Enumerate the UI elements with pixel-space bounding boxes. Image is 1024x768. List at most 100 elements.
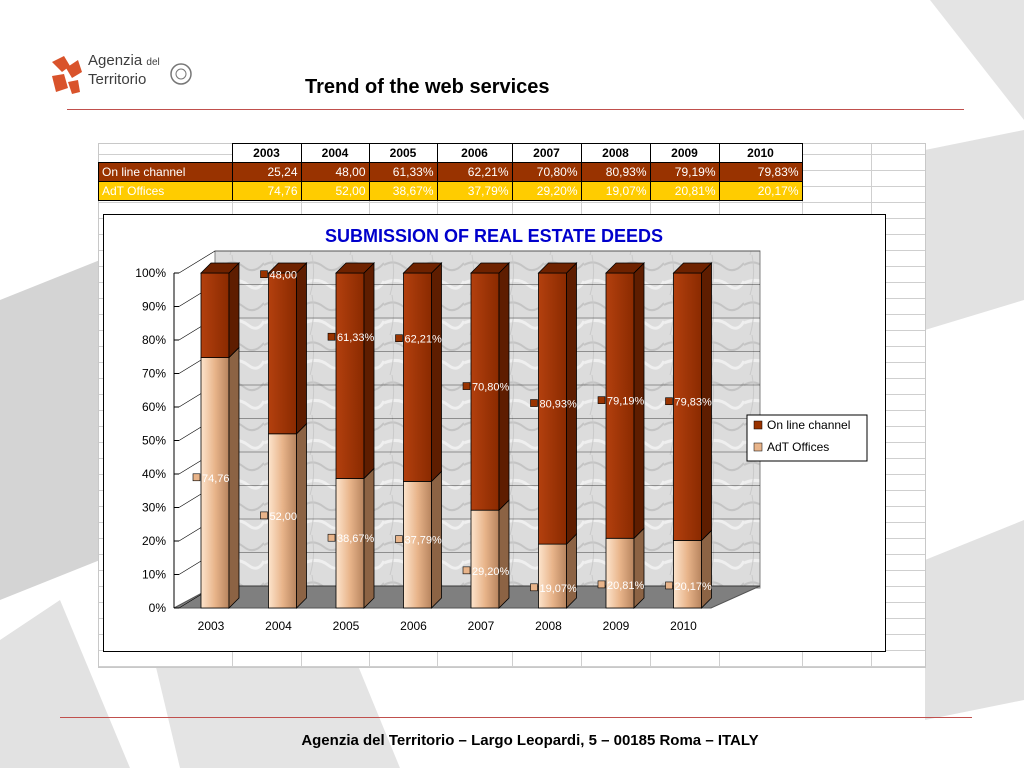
- data-label-offices: 20,17%: [675, 581, 713, 593]
- plot-area: 0%10%20%30%40%50%60%70%80%90%100%200325,…: [135, 178, 761, 633]
- table-cell: 62,21%: [436, 162, 513, 182]
- stacked-bar-chart: SUBMISSION OF REAL ESTATE DEEDS 0% 10% 20%…: [135, 178, 868, 633]
- y-tick-label: 80%: [142, 333, 166, 347]
- table-header-row: 2003 2004 2005 2006 2007 2008 2009 2010: [98, 143, 803, 163]
- table-cell: 79,19%: [649, 162, 720, 182]
- bar-online-channel: [673, 272, 702, 541]
- data-label-offices: 20,81%: [607, 580, 645, 592]
- data-label-marker: [260, 270, 268, 279]
- data-label-marker: [462, 382, 471, 390]
- top-rule: [67, 109, 964, 110]
- y-tick-label: 60%: [142, 400, 166, 414]
- table-cell: 37,79%: [436, 181, 513, 201]
- bar-top: [672, 262, 713, 274]
- x-tick-label: 2003: [198, 619, 225, 633]
- bar-online-channel: [605, 272, 635, 539]
- table-cell: 19,07%: [580, 181, 651, 201]
- agenzia-logo-icon: [52, 56, 192, 94]
- data-label-marker: [395, 334, 403, 343]
- bar-online-channel: [538, 272, 567, 545]
- bar-adt-offices: [470, 509, 500, 609]
- data-label-marker: [395, 535, 403, 544]
- bar-adt-offices: [268, 433, 297, 609]
- data-label-online: 79,83%: [675, 397, 713, 409]
- legend-label: On line channel: [767, 418, 850, 432]
- year-cell: 2007: [511, 143, 582, 163]
- data-table: 2003 2004 2005 2006 2007 2008 2009 2010 …: [98, 143, 803, 201]
- data-label-marker: [530, 583, 538, 592]
- data-label-marker: [530, 399, 538, 407]
- data-label-offices: 37,79%: [405, 535, 443, 547]
- year-cell: 2010: [718, 143, 803, 163]
- data-label-marker: [665, 397, 673, 406]
- data-label-online: 48,00: [270, 270, 298, 282]
- bar-adt-offices: [538, 543, 567, 609]
- bar-adt-offices: [403, 481, 432, 609]
- bar-top: [200, 262, 240, 274]
- bar-side-adt-offices: [228, 346, 240, 609]
- data-label-marker: [665, 581, 673, 590]
- bar-top: [537, 262, 578, 274]
- bottom-rule: [60, 717, 972, 718]
- data-label-marker: [597, 396, 606, 404]
- table-row: On line channel 25,24 48,00 61,33% 62,21…: [98, 162, 803, 182]
- table-cell: 25,24: [231, 162, 302, 182]
- y-tick-label: 70%: [142, 367, 166, 381]
- legend: On line channel AdT Offices: [746, 414, 868, 462]
- bar-side-online-channel: [431, 262, 442, 483]
- bar-side-adt-offices: [566, 533, 577, 609]
- y-gridline-side: [178, 250, 216, 274]
- y-tick-label: 20%: [142, 534, 166, 548]
- chart-container: SUBMISSION OF REAL ESTATE DEEDS 0% 10% 20%…: [103, 178, 886, 652]
- data-label-marker: [327, 533, 336, 542]
- y-tick-label: 50%: [142, 434, 166, 448]
- chart-title: SUBMISSION OF REAL ESTATE DEEDS: [325, 226, 663, 246]
- x-tick-label: 2010: [670, 619, 697, 633]
- y-tick-label: 90%: [142, 300, 166, 314]
- data-label-online: 70,80%: [472, 382, 510, 394]
- y-tick-label: 0%: [149, 601, 167, 615]
- bar-side-adt-offices: [498, 499, 510, 609]
- table-cell: 70,80%: [511, 162, 582, 182]
- x-tick-label: 2008: [535, 619, 562, 633]
- bar-top: [402, 262, 443, 274]
- year-cell: 2006: [436, 143, 513, 163]
- bar-online-channel: [200, 272, 230, 358]
- year-cell: 2003: [231, 143, 302, 163]
- bar-side-online-channel: [296, 262, 307, 435]
- bar-side-adt-offices: [296, 422, 307, 609]
- data-label-online: 79,19%: [607, 396, 645, 408]
- y-tick-label: 30%: [142, 501, 166, 515]
- data-label-marker: [327, 332, 336, 341]
- bar-top: [605, 262, 645, 274]
- table-cell: 38,67%: [368, 181, 438, 201]
- legend-label: AdT Offices: [767, 440, 829, 454]
- bar-online-channel: [470, 272, 500, 511]
- year-cell: 2005: [368, 143, 438, 163]
- data-label-online: 62,21%: [405, 334, 443, 346]
- data-label-online: 61,33%: [337, 332, 375, 344]
- data-label-marker: [462, 566, 471, 575]
- data-label-online: 80,93%: [540, 399, 578, 411]
- data-label-offices: 19,07%: [540, 583, 578, 595]
- year-cell: 2008: [580, 143, 651, 163]
- table-cell: 20,17%: [718, 181, 803, 201]
- data-label-offices: 38,67%: [337, 533, 375, 545]
- table-cell: 61,33%: [368, 162, 438, 182]
- data-label-marker: [597, 580, 606, 589]
- year-cell: 2004: [300, 143, 370, 163]
- x-tick-label: 2006: [400, 619, 427, 633]
- bar-adt-offices: [605, 537, 635, 609]
- row-label: On line channel: [98, 162, 233, 182]
- row-label: AdT Offices: [98, 181, 233, 201]
- table-cell: 74,76: [231, 181, 302, 201]
- x-tick-label: 2009: [603, 619, 630, 633]
- slide-title: Trend of the web services: [305, 76, 550, 98]
- bar-adt-offices: [673, 540, 702, 609]
- bar-online-channel: [268, 272, 297, 435]
- table-cell: 29,20%: [511, 181, 582, 201]
- data-label-offices: 74,76: [202, 473, 230, 485]
- data-label-offices: 29,20%: [472, 566, 510, 578]
- year-cell: 2009: [649, 143, 720, 163]
- table-cell: 79,83%: [718, 162, 803, 182]
